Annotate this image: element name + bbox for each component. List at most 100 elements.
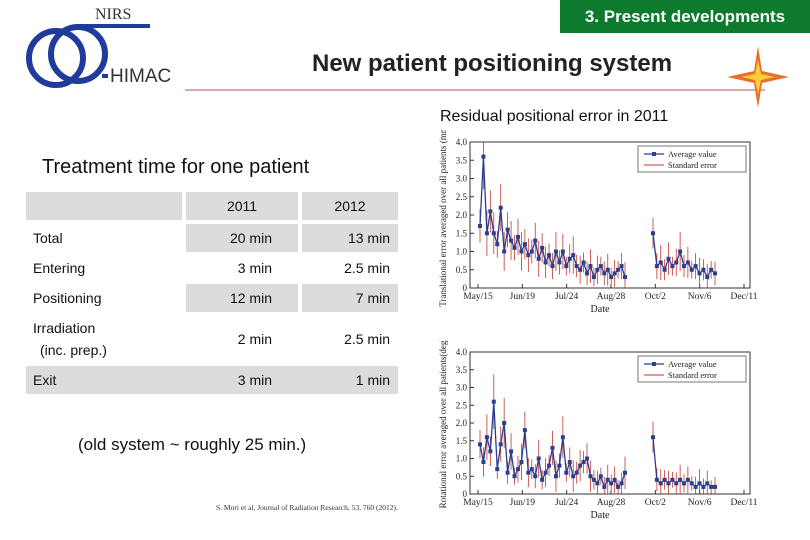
- data-point: [658, 481, 663, 486]
- data-point: [512, 245, 517, 250]
- data-point: [685, 260, 690, 265]
- data-point: [701, 484, 706, 489]
- y-axis-label: Translational error averaged over all pa…: [438, 130, 448, 307]
- chart-subtitle: Residual positional error in 2011: [440, 108, 669, 125]
- x-tick-label: Aug/28: [597, 498, 626, 508]
- data-point: [536, 256, 541, 261]
- table-row: Total 20 min 13 min: [26, 224, 398, 252]
- data-point: [585, 271, 590, 276]
- y-tick-label: 4.0: [456, 347, 468, 357]
- nirs-logo: [26, 24, 150, 88]
- data-point: [526, 253, 531, 258]
- data-point: [670, 264, 675, 269]
- data-point: [519, 460, 524, 465]
- data-point: [488, 209, 493, 214]
- y-tick-label: 4.0: [456, 137, 468, 147]
- y-tick-label: 0: [463, 489, 468, 499]
- data-point: [591, 477, 596, 482]
- x-tick-label: Dec/11: [730, 292, 757, 302]
- data-point: [557, 260, 562, 265]
- table-header-2012: 2012: [302, 192, 398, 220]
- table-header-2011: 2011: [186, 192, 298, 220]
- x-tick-label: Nov/6: [688, 498, 712, 508]
- data-point: [682, 264, 686, 269]
- cell-2012: 13 min: [302, 224, 398, 252]
- data-point: [540, 477, 545, 482]
- y-tick-label: 2.0: [456, 418, 468, 428]
- data-point: [709, 267, 714, 272]
- legend-box: [637, 145, 747, 173]
- star-icon: [727, 46, 789, 108]
- legend-box: [637, 355, 747, 383]
- section-badge: 3. Present developments: [560, 0, 810, 33]
- data-point: [602, 484, 607, 489]
- y-tick-label: 0.5: [456, 265, 468, 275]
- x-tick-label: Dec/11: [730, 498, 757, 508]
- table-header-blank: [26, 192, 182, 220]
- data-point: [547, 463, 552, 468]
- y-tick-label: 2.0: [456, 210, 468, 220]
- data-point: [509, 238, 514, 243]
- data-point: [543, 470, 548, 475]
- row-sublabel: (inc. prep.): [40, 342, 107, 358]
- data-point: [670, 477, 675, 482]
- data-point: [481, 460, 486, 465]
- data-point: [678, 477, 683, 482]
- data-point: [484, 435, 489, 440]
- data-point: [578, 463, 583, 468]
- data-point: [705, 481, 710, 486]
- row-label: Irradiation: [33, 320, 96, 336]
- data-point: [491, 231, 496, 236]
- table-title: Treatment time for one patient: [42, 156, 310, 178]
- cell-2012: 7 min: [302, 284, 398, 312]
- data-point: [693, 264, 698, 269]
- cell-2011: 12 min: [186, 284, 298, 312]
- data-point: [591, 275, 596, 280]
- y-tick-label: 3.0: [456, 174, 468, 184]
- cell-2012: 2.5 min: [302, 314, 398, 364]
- data-point: [709, 484, 714, 489]
- data-point: [651, 435, 655, 440]
- data-point: [581, 260, 586, 265]
- data-point: [605, 267, 610, 272]
- data-point: [519, 249, 524, 254]
- data-point: [553, 474, 558, 479]
- table-row: Positioning 12 min 7 min: [26, 284, 398, 312]
- data-point: [481, 154, 486, 159]
- data-point: [685, 477, 690, 482]
- data-point: [529, 249, 534, 254]
- data-point: [595, 481, 600, 486]
- data-point: [674, 260, 679, 265]
- data-point: [478, 223, 482, 228]
- y-axis-label: Rotational error averaged over all patie…: [438, 340, 448, 508]
- data-point: [509, 449, 514, 454]
- rotational-error-chart: 0 0.5 1.0 1.5 2.0 2.5 3.0 3.5 4.0 May/15 Jun/19 Jul…: [438, 340, 758, 521]
- data-point: [564, 470, 569, 475]
- cell-2012: 1 min: [302, 366, 398, 394]
- data-point: [598, 474, 603, 479]
- old-system-note: (old system ~ roughly 25 min.): [78, 435, 307, 454]
- cell-2011: 3 min: [186, 254, 298, 282]
- data-point: [533, 238, 538, 243]
- row-label: Entering: [33, 260, 86, 276]
- data-point: [571, 253, 576, 258]
- data-point: [529, 467, 534, 472]
- legend-marker-average: [652, 152, 656, 156]
- data-point: [595, 267, 600, 272]
- cell-2012: 2.5 min: [302, 254, 398, 282]
- y-tick-label: 2.5: [456, 192, 468, 202]
- page-title: New patient positioning system: [312, 50, 673, 77]
- data-point: [560, 435, 565, 440]
- data-point: [557, 463, 562, 468]
- x-tick-label: Aug/28: [597, 292, 626, 302]
- data-point: [571, 474, 576, 479]
- data-point: [616, 484, 621, 489]
- data-point: [623, 275, 627, 280]
- row-label: Total: [33, 230, 63, 246]
- data-point: [553, 249, 558, 254]
- data-point: [666, 481, 671, 486]
- data-point: [547, 253, 552, 258]
- citation: S. Mori et al, Journal of Radiation Rese…: [216, 503, 398, 512]
- data-point: [512, 474, 517, 479]
- org-name-bottom: HIMAC: [110, 66, 172, 87]
